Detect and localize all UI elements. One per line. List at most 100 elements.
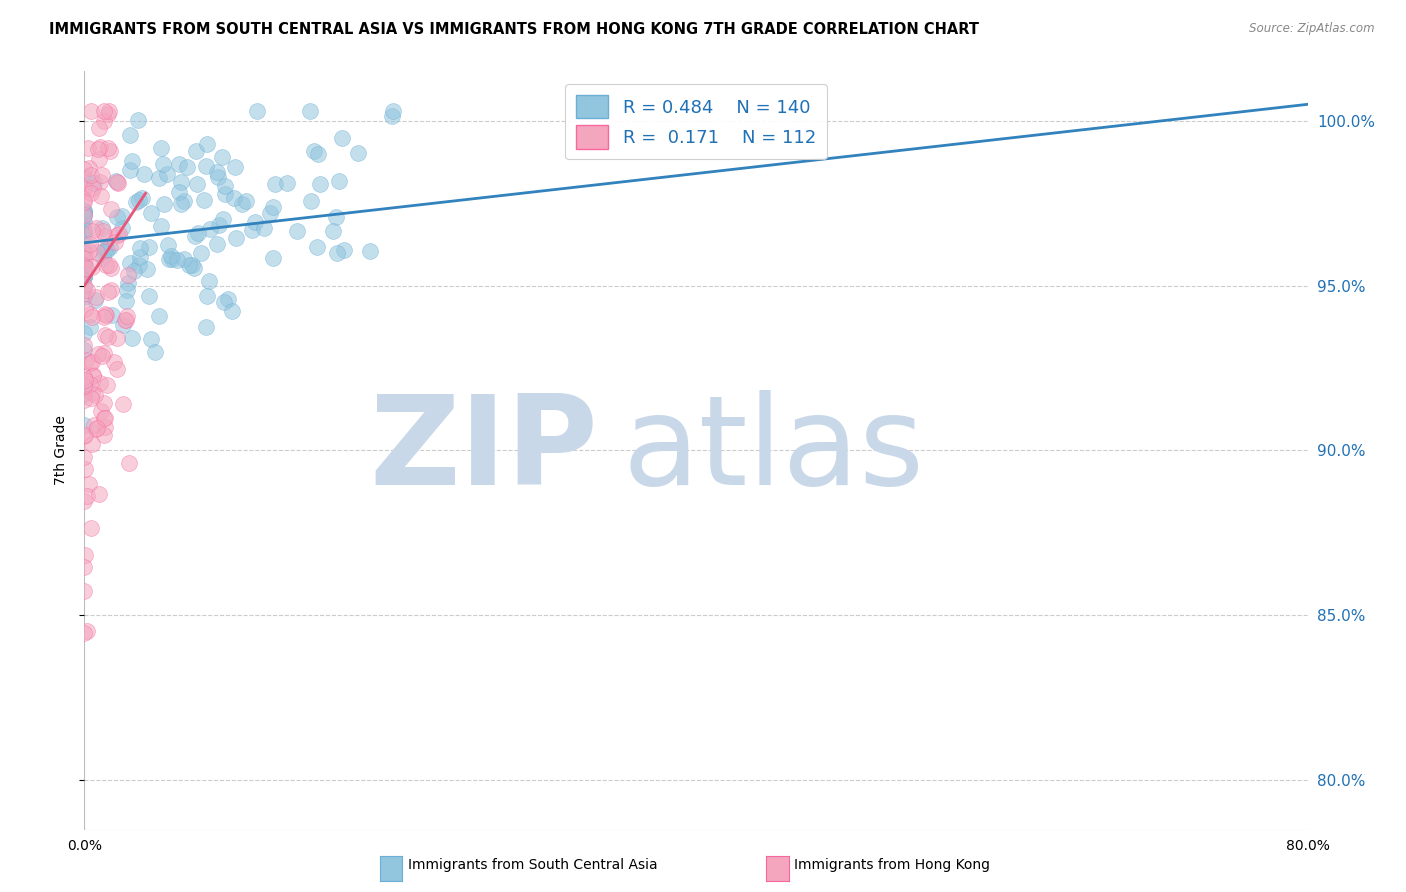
Point [193,193,215,207]
Point [93,428,115,442]
Point [73,270,96,285]
Point [105,174,128,188]
Point [73,268,96,282]
Point [75,353,97,368]
Point [76,624,98,638]
Point [79,237,101,252]
Legend: R = 0.484    N = 140, R =  0.171    N = 112: R = 0.484 N = 140, R = 0.171 N = 112 [565,84,827,160]
Point [103,355,125,369]
Point [93,310,115,325]
Point [73,387,96,401]
Point [382,103,405,118]
Point [83,176,105,190]
Point [90,168,112,182]
Text: ZIP: ZIP [370,390,598,511]
Point [79,307,101,321]
Point [181,258,204,272]
Point [157,252,180,267]
Point [321,223,343,237]
Point [73,461,96,475]
Point [73,370,96,384]
Point [73,373,96,387]
Point [75,301,97,316]
Point [184,228,207,243]
Point [73,244,96,258]
Point [83,293,105,308]
Point [134,167,156,181]
Point [73,195,96,210]
Point [82,310,104,324]
Point [110,221,132,235]
Point [173,194,195,208]
Point [93,346,115,360]
Point [264,178,287,192]
Point [205,236,228,251]
Point [96,378,118,392]
Point [87,121,110,136]
Text: atlas: atlas [623,390,925,511]
Point [87,143,110,157]
Point [93,244,115,259]
Point [96,243,118,257]
Point [94,327,117,342]
Point [139,206,162,220]
Point [73,182,96,196]
Point [104,235,127,249]
Point [170,196,193,211]
Point [96,258,118,272]
Point [82,368,104,383]
Point [73,264,96,278]
Point [105,175,128,189]
Point [307,147,329,161]
Point [105,361,128,376]
Point [84,422,107,436]
Point [93,396,115,410]
Point [330,130,353,145]
Point [73,280,96,294]
Point [179,258,201,272]
Point [73,210,96,224]
Point [73,222,96,236]
Point [262,200,284,214]
Point [148,171,170,186]
Point [186,177,208,191]
Point [112,397,135,411]
Point [190,246,212,260]
Point [299,194,322,208]
Point [187,227,209,241]
Point [77,161,100,175]
Point [73,262,96,277]
Point [84,290,107,304]
Point [77,477,100,491]
Point [276,176,298,190]
Point [73,192,96,206]
Point [93,410,115,425]
Point [114,312,136,326]
Point [80,391,103,405]
Point [93,113,115,128]
Point [208,218,231,232]
Point [167,157,190,171]
Point [79,356,101,370]
Point [148,309,170,323]
Point [73,252,96,266]
Point [166,252,188,267]
Point [98,240,121,254]
Point [87,347,110,361]
Y-axis label: 7th Grade: 7th Grade [53,416,67,485]
Point [195,136,218,151]
Point [114,312,136,326]
Point [80,224,103,238]
Point [194,159,217,173]
Point [73,215,96,229]
Point [105,331,128,345]
Point [195,289,218,303]
Point [127,113,149,128]
Point [83,417,105,432]
Point [80,436,103,450]
Point [259,206,281,220]
Point [285,224,308,238]
Point [73,287,96,301]
Point [240,223,263,237]
Point [82,181,104,195]
